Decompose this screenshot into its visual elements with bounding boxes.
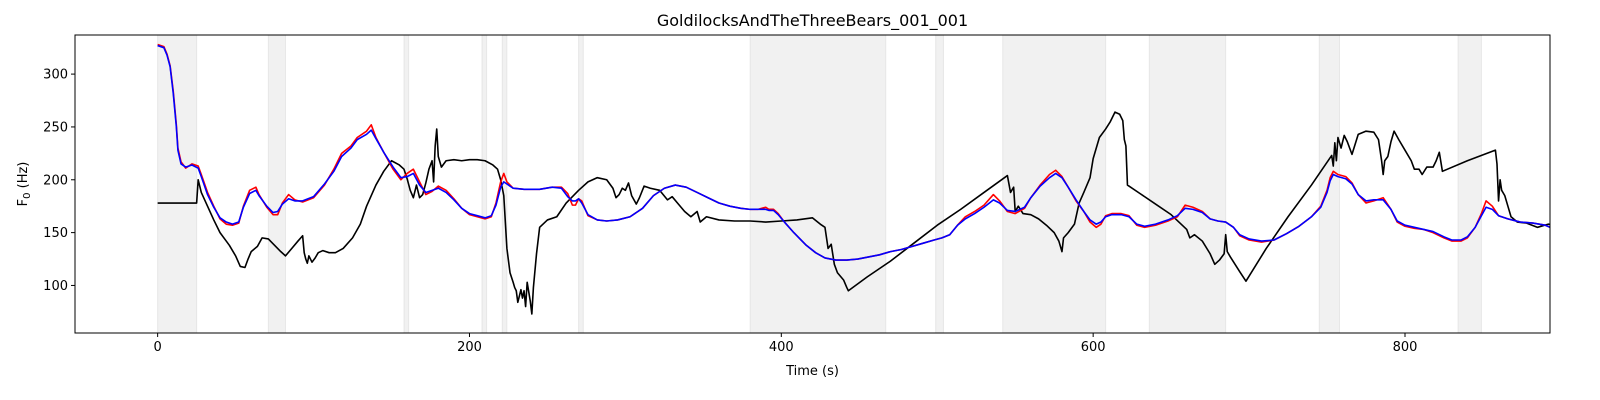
y-axis-label: F0 (Hz) — [16, 162, 33, 207]
x-axis-ticks: 0 200 400 600 800 — [153, 333, 1417, 355]
x-tick-label: 800 — [1393, 340, 1418, 355]
series-line-3 — [157, 44, 1550, 261]
y-axis-ticks: 100 150 200 250 300 — [43, 68, 75, 294]
y-tick-label: 300 — [43, 68, 68, 83]
y-tick-label: 200 — [43, 173, 68, 188]
shaded-region — [157, 34, 198, 334]
x-tick-label: 200 — [457, 340, 482, 355]
shaded-region — [481, 34, 488, 334]
shaded-region — [1148, 34, 1227, 334]
x-tick-label: 600 — [1081, 340, 1106, 355]
x-tick-label: 400 — [769, 340, 794, 355]
y-axis-label-prefix: F — [16, 199, 31, 206]
y-tick-label: 150 — [43, 226, 68, 241]
shaded-region — [267, 34, 286, 334]
series-lines — [157, 43, 1550, 315]
shaded-region — [935, 34, 944, 334]
shaded-region — [749, 34, 887, 334]
plot-frame — [74, 34, 1551, 334]
x-axis-label: Time (s) — [785, 364, 839, 379]
y-axis-label-suffix: (Hz) — [16, 162, 31, 193]
y-tick-label: 100 — [43, 279, 68, 294]
y-tick-label: 250 — [43, 120, 68, 135]
y-axis-label-subscript: 0 — [22, 193, 33, 199]
shaded-region — [1002, 34, 1107, 334]
x-tick-label: 0 — [153, 340, 161, 355]
shaded-region — [1457, 34, 1482, 334]
shaded-region — [578, 34, 584, 334]
chart-title: GoldilocksAndTheThreeBears_001_001 — [657, 11, 968, 31]
series-line-1 — [157, 111, 1550, 315]
